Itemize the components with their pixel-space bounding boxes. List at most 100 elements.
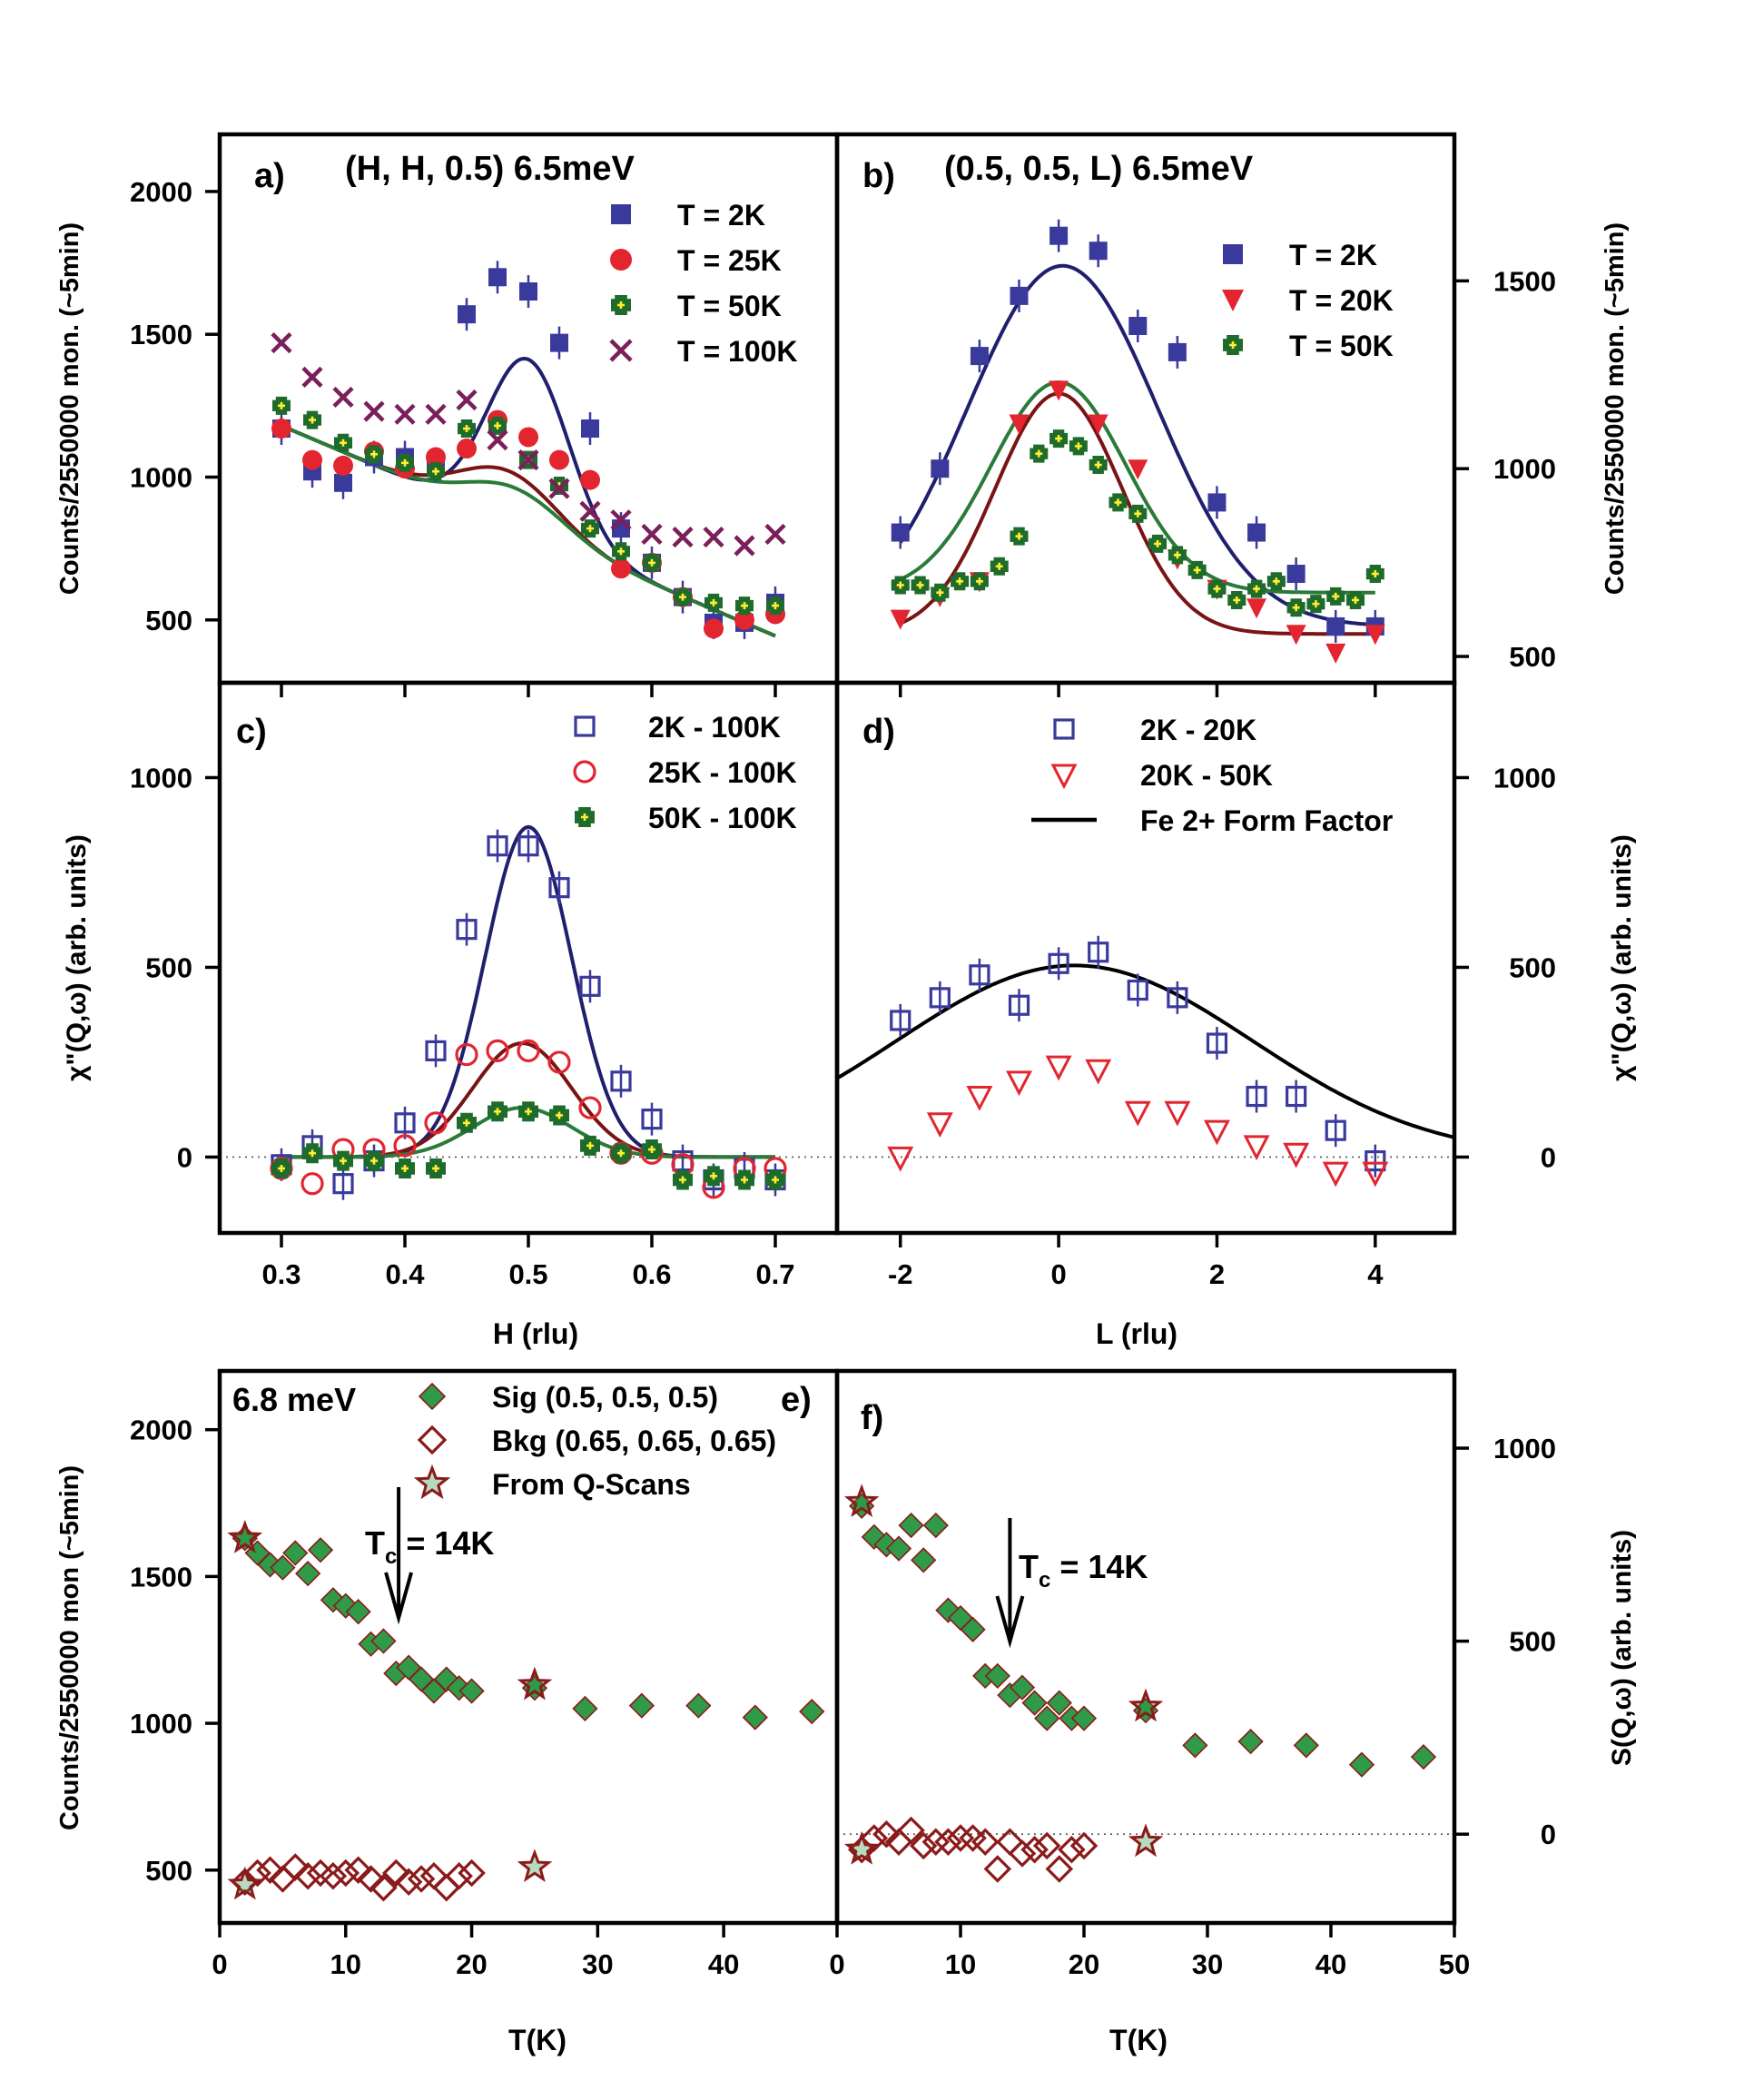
point-b-t-50k-7 <box>1030 444 1049 463</box>
point-f-bkg-16 <box>1045 1855 1074 1883</box>
point-d-2k-20k-10 <box>1286 1085 1307 1108</box>
tc-label: Tc = 14K <box>365 1524 494 1569</box>
point-f-bkg-18 <box>1069 1831 1099 1860</box>
point-e-sig-0-5-0-5-0-5-4 <box>282 1540 309 1566</box>
point-a-t-100k-8 <box>517 449 539 471</box>
legend-marker-a-2 <box>611 295 631 315</box>
legend-label-a-1: T = 25K <box>677 244 782 277</box>
point-a-t-100k-4 <box>394 403 416 425</box>
xtick-label: 4 <box>1367 1258 1384 1290</box>
point-f-bkg-11 <box>983 1855 1012 1883</box>
point-e-sig-0-5-0-5-0-5-18 <box>458 1678 485 1704</box>
point-b-t-2k-9 <box>1247 523 1266 542</box>
point-e-sig-0-5-0-5-0-5-22 <box>685 1692 712 1719</box>
series-c-2k-100k <box>271 829 786 1200</box>
point-d-20k-50k-0 <box>887 1146 914 1172</box>
legend-marker-e-0 <box>418 1382 447 1411</box>
point-f-sig-6 <box>922 1512 949 1539</box>
point-c-25k-100k-7 <box>486 1039 509 1062</box>
point-f-sig-13 <box>1009 1674 1036 1701</box>
xtick-label: 0 <box>829 1948 844 1980</box>
point-f-bkg-13 <box>1008 1839 1037 1868</box>
frame-d <box>834 680 1457 1236</box>
point-e-bkg-0-65-0-65-0-65-5 <box>293 1861 322 1890</box>
point-b-t-20k-9 <box>1246 598 1267 619</box>
point-b-t-2k-7 <box>1168 342 1187 361</box>
ylabel-b: Counts/2550000 mon. (~5min) <box>1601 222 1630 595</box>
point-f-bkg-17 <box>1058 1835 1086 1864</box>
point-d-20k-50k-3 <box>1006 1070 1032 1097</box>
panel-c: 0 500 1000 0.3 0.4 0.5 0.6 0.7 c) 2K - 100K 25K - … <box>130 680 840 1290</box>
legend-marker-d-0 <box>1053 718 1075 740</box>
point-b-t-20k-10 <box>1286 625 1306 646</box>
point-d-2k-20k-0 <box>890 1010 911 1031</box>
point-d-2k-20k-8 <box>1206 1032 1228 1054</box>
point-b-t-50k-22 <box>1326 587 1345 606</box>
ytick-label-e: 500 <box>145 1855 192 1887</box>
xtick-label: 0.5 <box>508 1258 547 1290</box>
xtick-label: -2 <box>888 1258 913 1290</box>
point-f-sig-15 <box>1034 1705 1060 1731</box>
legend-d: 2K - 20K 20K - 50K Fe 2+ Form Factor <box>1031 714 1393 837</box>
point-e-sig-0-5-0-5-0-5-21 <box>628 1692 655 1719</box>
ytick-label-f: 1000 <box>1493 1433 1556 1464</box>
point-c-50k-100k-2 <box>333 1150 353 1171</box>
point-b-t-50k-17 <box>1227 590 1246 609</box>
point-e-bkg-0-65-0-65-0-65-14 <box>407 1865 436 1893</box>
point-a-t-25k-9 <box>549 449 569 470</box>
xtick-label: 2 <box>1209 1258 1225 1290</box>
point-a-t-50k-14 <box>704 593 723 612</box>
xtick-label: 0.4 <box>385 1258 425 1290</box>
legend-marker-e-1 <box>417 1425 448 1455</box>
point-c-25k-100k-6 <box>455 1042 478 1067</box>
point-c-25k-100k-1 <box>301 1172 324 1196</box>
point-e-bkg-0-65-0-65-0-65-0 <box>231 1868 260 1896</box>
point-c-2k-100k-8 <box>517 835 539 857</box>
point-f-sig-24 <box>1410 1744 1437 1770</box>
legend-label-e-1: Bkg (0.65, 0.65, 0.65) <box>492 1425 776 1457</box>
point-e-bkg-0-65-0-65-0-65-17 <box>445 1861 473 1890</box>
point-b-t-20k-5 <box>1088 414 1108 435</box>
legend-marker-b-2 <box>1223 335 1244 355</box>
point-f-sig-23 <box>1348 1751 1375 1778</box>
legend-marker-b-1 <box>1222 290 1244 311</box>
legend-marker-a-1 <box>610 249 632 271</box>
legend-e: Sig (0.5, 0.5, 0.5) Bkg (0.65, 0.65, 0.65… <box>413 1381 776 1501</box>
point-f-bkg-6 <box>921 1828 951 1856</box>
point-d-2k-20k-12 <box>1365 1149 1386 1172</box>
ylabel-d: χ"(Q,ω) (arb. units) <box>1607 834 1637 1081</box>
xtick-label: 0.6 <box>632 1258 671 1290</box>
series-d-2k-20k <box>890 935 1386 1178</box>
ytick-label-c: 0 <box>177 1141 192 1173</box>
point-e-sig-0-5-0-5-0-5-9 <box>345 1599 371 1625</box>
fit-curve-a-t-2k <box>281 356 776 638</box>
point-b-t-50k-6 <box>1010 527 1029 546</box>
point-c-50k-100k-4 <box>395 1158 415 1178</box>
legend-label-e-0: Sig (0.5, 0.5, 0.5) <box>492 1381 718 1414</box>
point-a-t-100k-11 <box>610 509 632 531</box>
ytick-label-a: 1500 <box>130 319 192 350</box>
point-d-20k-50k-11 <box>1322 1161 1349 1188</box>
point-e-from-q-scans-3 <box>227 1866 263 1900</box>
point-b-t-50k-2 <box>931 583 950 602</box>
point-c-2k-100k-6 <box>456 919 478 941</box>
point-b-t-2k-1 <box>931 459 950 478</box>
point-d-2k-20k-9 <box>1246 1085 1267 1108</box>
point-d-2k-20k-2 <box>969 964 990 986</box>
point-d-20k-50k-1 <box>926 1112 953 1139</box>
point-b-t-50k-5 <box>990 557 1009 576</box>
legend-marker-d-1 <box>1050 764 1078 790</box>
series-f-from-q-scans <box>843 1484 1164 1865</box>
point-a-t-25k-14 <box>704 618 724 639</box>
tc-arrow-head <box>384 1572 413 1625</box>
point-f-bkg-15 <box>1032 1831 1061 1860</box>
point-a-t-100k-16 <box>764 523 786 546</box>
point-b-t-50k-15 <box>1187 560 1207 579</box>
point-c-50k-100k-3 <box>364 1150 384 1171</box>
ytick-label-f: 500 <box>1509 1626 1556 1658</box>
point-b-t-50k-19 <box>1266 572 1286 591</box>
point-e-sig-0-5-0-5-0-5-3 <box>270 1554 296 1581</box>
point-a-t-25k-0 <box>271 419 291 439</box>
point-b-t-50k-24 <box>1365 565 1384 584</box>
